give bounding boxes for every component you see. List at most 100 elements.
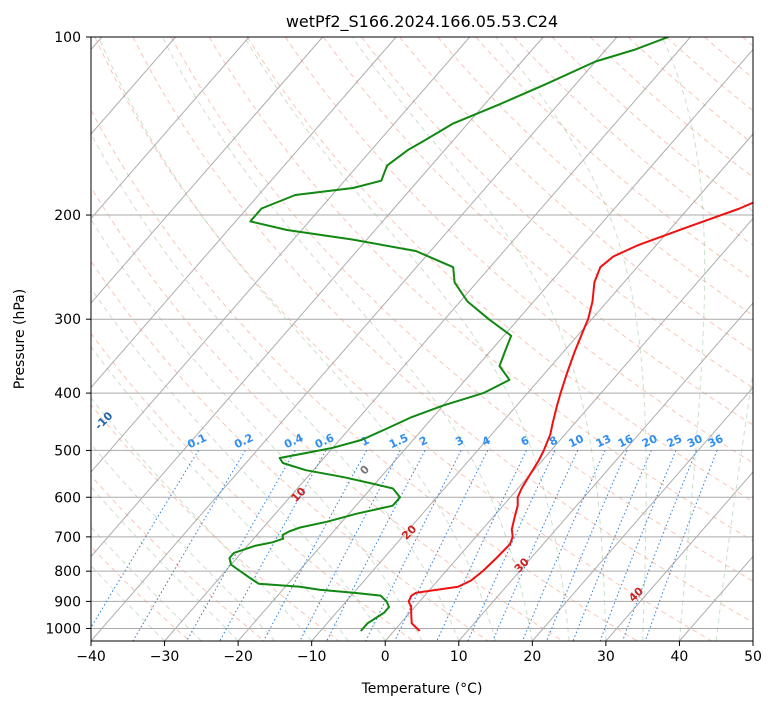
mixing-ratio-label: 20 (640, 432, 660, 450)
y-tick-label: 900 (54, 594, 81, 610)
mixing-ratio-line (263, 450, 368, 641)
dry-adiabat (284, 37, 753, 464)
y-tick-label: 1000 (45, 621, 81, 637)
y-tick-label: 700 (54, 530, 81, 546)
isotherm (384, 217, 753, 641)
mixing-ratio-line (599, 450, 677, 641)
moist-adiabat (91, 132, 460, 641)
dry-adiabat (513, 37, 753, 246)
mixing-ratio-label: 0.4 (282, 431, 305, 451)
mixing-ratio-label: 10 (567, 432, 587, 450)
mixing-ratio-line (492, 450, 579, 641)
mixing-ratio-label: 0.1 (185, 431, 208, 451)
dry-adiabat (437, 37, 753, 317)
moist-adiabat (91, 397, 313, 641)
isotherm (458, 302, 753, 641)
dry-adiabat (361, 37, 753, 389)
mixing-ratio-line (467, 450, 556, 641)
dry-adiabat-label: 10 (289, 485, 309, 505)
moist-adiabat (351, 37, 607, 641)
moist-adiabat (243, 37, 570, 641)
moist-adiabat (91, 346, 349, 641)
mixing-ratio-label: 13 (594, 432, 613, 450)
mixing-ratio-label: 16 (616, 432, 636, 450)
isotherm (237, 48, 753, 641)
moist-adiabat (661, 37, 706, 641)
x-tick-label: 0 (381, 649, 390, 665)
mixing-ratio-line (326, 450, 426, 641)
dry-adiabat (91, 404, 340, 641)
mixing-ratio-line (219, 450, 327, 641)
dry-adiabat (666, 37, 753, 112)
mixing-ratio-line (644, 450, 718, 641)
moist-adiabat (91, 443, 276, 641)
mixing-ratio-line (299, 450, 401, 641)
dry-adiabat (323, 37, 753, 426)
mixing-ratio-line (622, 450, 697, 641)
x-tick-label: 10 (450, 649, 468, 665)
dewpoint-line (228, 37, 669, 632)
mixing-ratio-label: 1.5 (387, 431, 410, 451)
isotherm (752, 640, 753, 641)
moist-adiabat (91, 287, 386, 641)
dry-adiabat-label: 20 (399, 522, 419, 542)
plot-area: 0.10.20.40.611.52346810131620253036-100-… (91, 37, 753, 641)
dry-adiabat-label: -10 (92, 409, 115, 432)
x-tick-label: 40 (671, 649, 689, 665)
dry-adiabat (246, 37, 753, 503)
dry-adiabat-label: 30 (512, 555, 532, 575)
dry-adiabat (91, 545, 191, 641)
isotherm (91, 37, 250, 220)
dry-adiabat (399, 37, 753, 352)
dry-adiabat (742, 37, 753, 47)
dry-adiabat-label: 0 (357, 463, 372, 478)
isotherm (605, 471, 753, 641)
isotherm (531, 386, 753, 641)
moist-adiabat (715, 370, 753, 641)
dry-adiabat (94, 37, 713, 641)
x-tick-label: 50 (744, 649, 762, 665)
y-tick-label: 300 (54, 312, 81, 328)
x-tick-label: −40 (76, 649, 106, 665)
isotherm (91, 37, 323, 304)
dry-adiabat (589, 37, 753, 178)
dry-adiabat (91, 186, 563, 641)
x-tick-label: −30 (150, 649, 180, 665)
isotherm (164, 37, 691, 641)
y-tick-label: 800 (54, 564, 81, 580)
x-tick-label: −10 (297, 649, 327, 665)
mixing-ratio-label: 3 (453, 434, 465, 449)
mixing-ratio-label: 2 (417, 434, 429, 449)
mixing-ratio-line (186, 450, 296, 641)
mixing-ratio-line (394, 450, 489, 641)
y-tick-label: 600 (54, 490, 81, 506)
moist-adiabat (91, 218, 423, 641)
dry-adiabat (208, 37, 753, 542)
mixing-ratio-label: 25 (665, 432, 684, 450)
mixing-ratio-line (436, 450, 527, 641)
mixing-ratio-label: 30 (685, 432, 705, 450)
isotherm (91, 37, 397, 389)
y-tick-label: 200 (54, 208, 81, 224)
x-tick-label: −20 (223, 649, 253, 665)
axis-ticks: −40 −30 −20 −10 0 10 20 30 40 5010020030040050060… (45, 30, 762, 665)
dry-adiabat (627, 37, 753, 145)
dry-adiabat (551, 37, 753, 212)
dry-adiabat (132, 37, 753, 623)
y-tick-label: 100 (54, 30, 81, 46)
dry-adiabat (91, 109, 638, 641)
mixing-ratio-label: 6 (519, 434, 532, 449)
x-tick-label: 20 (523, 649, 541, 665)
dry-adiabat (170, 37, 753, 582)
dry-adiabat (91, 474, 265, 641)
moist-adiabat (161, 37, 533, 641)
temperature-line (407, 201, 753, 632)
isotherm (91, 37, 471, 473)
mixing-ratio-line (365, 450, 462, 641)
y-axis-label: Pressure (hPa) (12, 289, 28, 389)
moist-adiabat (91, 485, 239, 641)
x-axis-label: Temperature (°C) (361, 681, 483, 697)
plot-frame (90, 36, 754, 642)
isotherm (91, 37, 618, 641)
mixing-ratio-label: 0.2 (232, 431, 255, 451)
